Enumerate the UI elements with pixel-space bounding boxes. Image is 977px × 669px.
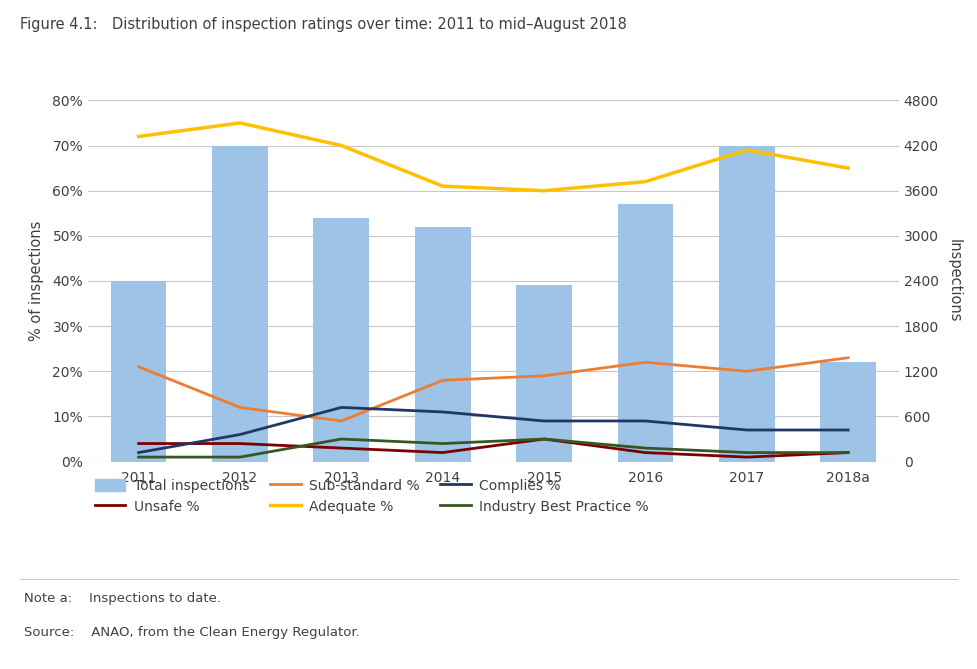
Unsafe % — [437, 449, 448, 457]
Industry Best Practice % — [234, 453, 246, 461]
Unsafe % — [640, 449, 652, 457]
Bar — [110, 281, 166, 462]
Complies % — [437, 408, 448, 416]
Line: Complies %: Complies % — [139, 407, 848, 453]
Complies % — [538, 417, 550, 425]
Unsafe % — [741, 453, 752, 461]
Adequate % — [133, 132, 145, 140]
Adequate % — [741, 146, 752, 154]
Bar — [719, 145, 775, 462]
Unsafe % — [234, 440, 246, 448]
Y-axis label: % of inspections: % of inspections — [29, 221, 44, 341]
Complies % — [741, 426, 752, 434]
Sub-standard % — [437, 376, 448, 384]
Unsafe % — [335, 444, 347, 452]
Text: Note a:    Inspections to date.: Note a: Inspections to date. — [24, 592, 222, 605]
Bar — [821, 362, 876, 462]
Unsafe % — [842, 449, 854, 457]
Line: Unsafe %: Unsafe % — [139, 439, 848, 457]
Unsafe % — [133, 440, 145, 448]
Sub-standard % — [538, 372, 550, 380]
Sub-standard % — [133, 363, 145, 371]
Complies % — [133, 449, 145, 457]
Adequate % — [437, 182, 448, 190]
Sub-standard % — [234, 403, 246, 411]
Text: Figure 4.1:: Figure 4.1: — [20, 17, 97, 31]
Unsafe % — [538, 435, 550, 443]
Sub-standard % — [741, 367, 752, 375]
Industry Best Practice % — [335, 435, 347, 443]
Line: Adequate %: Adequate % — [139, 123, 848, 191]
Complies % — [640, 417, 652, 425]
Adequate % — [234, 119, 246, 127]
Legend: Total inspections, Unsafe %, Sub-standard %, Adequate %, Complies %, Industry Be: Total inspections, Unsafe %, Sub-standar… — [95, 478, 649, 514]
Bar — [314, 217, 369, 462]
Industry Best Practice % — [538, 435, 550, 443]
Bar — [516, 286, 572, 462]
Industry Best Practice % — [741, 449, 752, 457]
Sub-standard % — [842, 354, 854, 362]
Complies % — [234, 431, 246, 439]
Bar — [212, 145, 268, 462]
Industry Best Practice % — [437, 440, 448, 448]
Text: Source:    ANAO, from the Clean Energy Regulator.: Source: ANAO, from the Clean Energy Regu… — [24, 626, 361, 638]
Adequate % — [335, 141, 347, 149]
Complies % — [335, 403, 347, 411]
Industry Best Practice % — [842, 449, 854, 457]
Industry Best Practice % — [640, 444, 652, 452]
Complies % — [842, 426, 854, 434]
Adequate % — [640, 177, 652, 185]
Y-axis label: Inspections: Inspections — [946, 240, 961, 322]
Sub-standard % — [640, 358, 652, 366]
Adequate % — [538, 187, 550, 195]
Industry Best Practice % — [133, 453, 145, 461]
Line: Industry Best Practice %: Industry Best Practice % — [139, 439, 848, 457]
Adequate % — [842, 164, 854, 172]
Line: Sub-standard %: Sub-standard % — [139, 358, 848, 421]
Bar — [415, 227, 471, 462]
Bar — [617, 204, 673, 462]
Text: Distribution of inspection ratings over time: 2011 to mid–August 2018: Distribution of inspection ratings over … — [112, 17, 627, 31]
Sub-standard % — [335, 417, 347, 425]
